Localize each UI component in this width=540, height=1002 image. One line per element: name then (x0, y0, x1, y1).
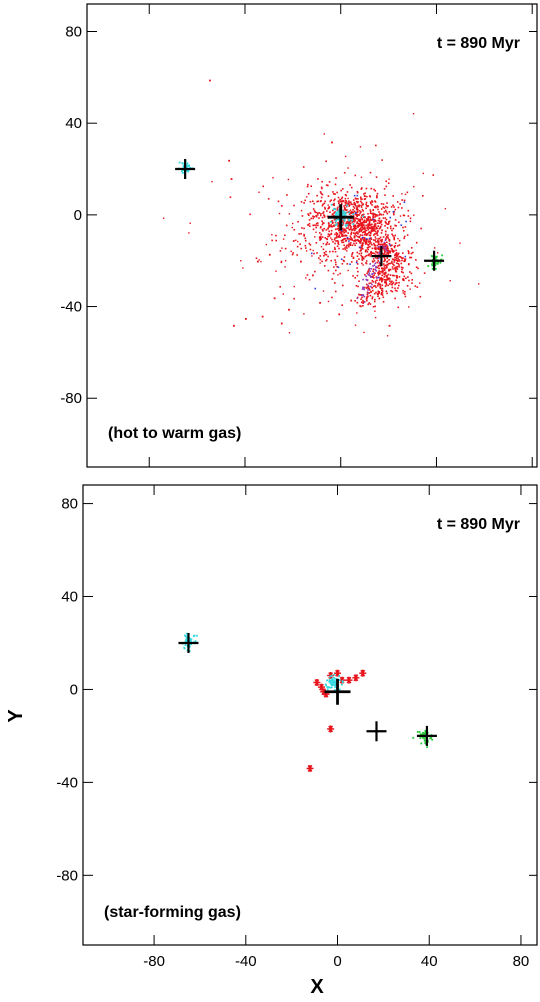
gas-particle (273, 297, 276, 300)
gas-particle (230, 178, 233, 180)
gas-particle (268, 253, 271, 256)
panel-label: (hot to warm gas) (108, 425, 241, 442)
x-tick-label: -80 (143, 953, 165, 970)
gas-particle (261, 315, 264, 318)
gas-particle (292, 240, 295, 242)
gas-particle (350, 299, 353, 302)
galaxy-center-cross (175, 159, 196, 180)
star-forming-point (345, 676, 353, 684)
galaxy-center-cross (324, 678, 351, 705)
x-tick-label: 0 (333, 953, 341, 970)
y-tick-label: 0 (70, 681, 78, 698)
gas-particle (338, 313, 341, 316)
y-tick-label: 80 (61, 496, 78, 513)
star-forming-point (352, 674, 360, 682)
plot-area (162, 79, 480, 337)
gas-particle (307, 224, 310, 226)
green-clump (427, 254, 444, 270)
gas-particle (280, 322, 283, 325)
galaxy-center-cross (424, 250, 445, 271)
galaxy-center-cross (178, 632, 199, 653)
y-tick-label: -80 (60, 390, 82, 407)
gas-particle (228, 159, 231, 162)
x-tick-label: 80 (513, 953, 530, 970)
galaxy-center-cross (371, 246, 392, 267)
y-tick-label: 0 (74, 207, 82, 224)
panel-2: -80 -40 0 40 80 -80 -40 0 40 80 t = 890 Myr (star-f… (5, 484, 538, 998)
panel-1: -80 -40 0 40 80 t = 890 Myr (hot to warm gas) (60, 3, 538, 468)
y-tick-label: 80 (65, 24, 82, 41)
time-label: t = 890 Myr (437, 516, 520, 533)
gas-particle (233, 324, 235, 327)
y-tick-label: 40 (61, 589, 78, 606)
gas-cloud (162, 112, 480, 337)
time-label: t = 890 Myr (437, 35, 520, 52)
gas-particle (388, 324, 391, 327)
gas-particle (288, 308, 290, 311)
gas-particle (331, 141, 333, 144)
star-forming-point (306, 764, 314, 772)
galaxy-center-cross (366, 721, 387, 742)
star-forming-point (327, 672, 335, 680)
y-tick-label: -40 (60, 299, 82, 316)
panel-label: (star-forming gas) (104, 904, 241, 921)
gas-particle (256, 260, 259, 263)
star-forming-point (359, 669, 367, 677)
plot-frame (86, 3, 538, 468)
y-tick-label: -40 (56, 774, 78, 791)
green-clump (412, 729, 434, 749)
gas-particle (312, 274, 314, 277)
x-tick-label: -40 (235, 953, 257, 970)
y-axis-label: Y (5, 709, 27, 723)
star-forming-point (327, 725, 335, 733)
x-tick-label: 40 (421, 953, 438, 970)
star-forming-point (313, 678, 321, 686)
x-axis-label: X (310, 976, 324, 998)
gas-particle (319, 301, 321, 304)
star-forming-point (334, 669, 342, 677)
plot-area (178, 632, 437, 772)
y-tick-label: -80 (56, 867, 78, 884)
gas-particle (244, 318, 247, 320)
gas-particle (300, 260, 302, 263)
gas-particle (209, 79, 211, 82)
y-tick-label: 40 (65, 115, 82, 132)
galaxy-center-cross (327, 204, 354, 231)
galaxy-center-cross (416, 725, 437, 746)
plot-frame (82, 484, 538, 946)
